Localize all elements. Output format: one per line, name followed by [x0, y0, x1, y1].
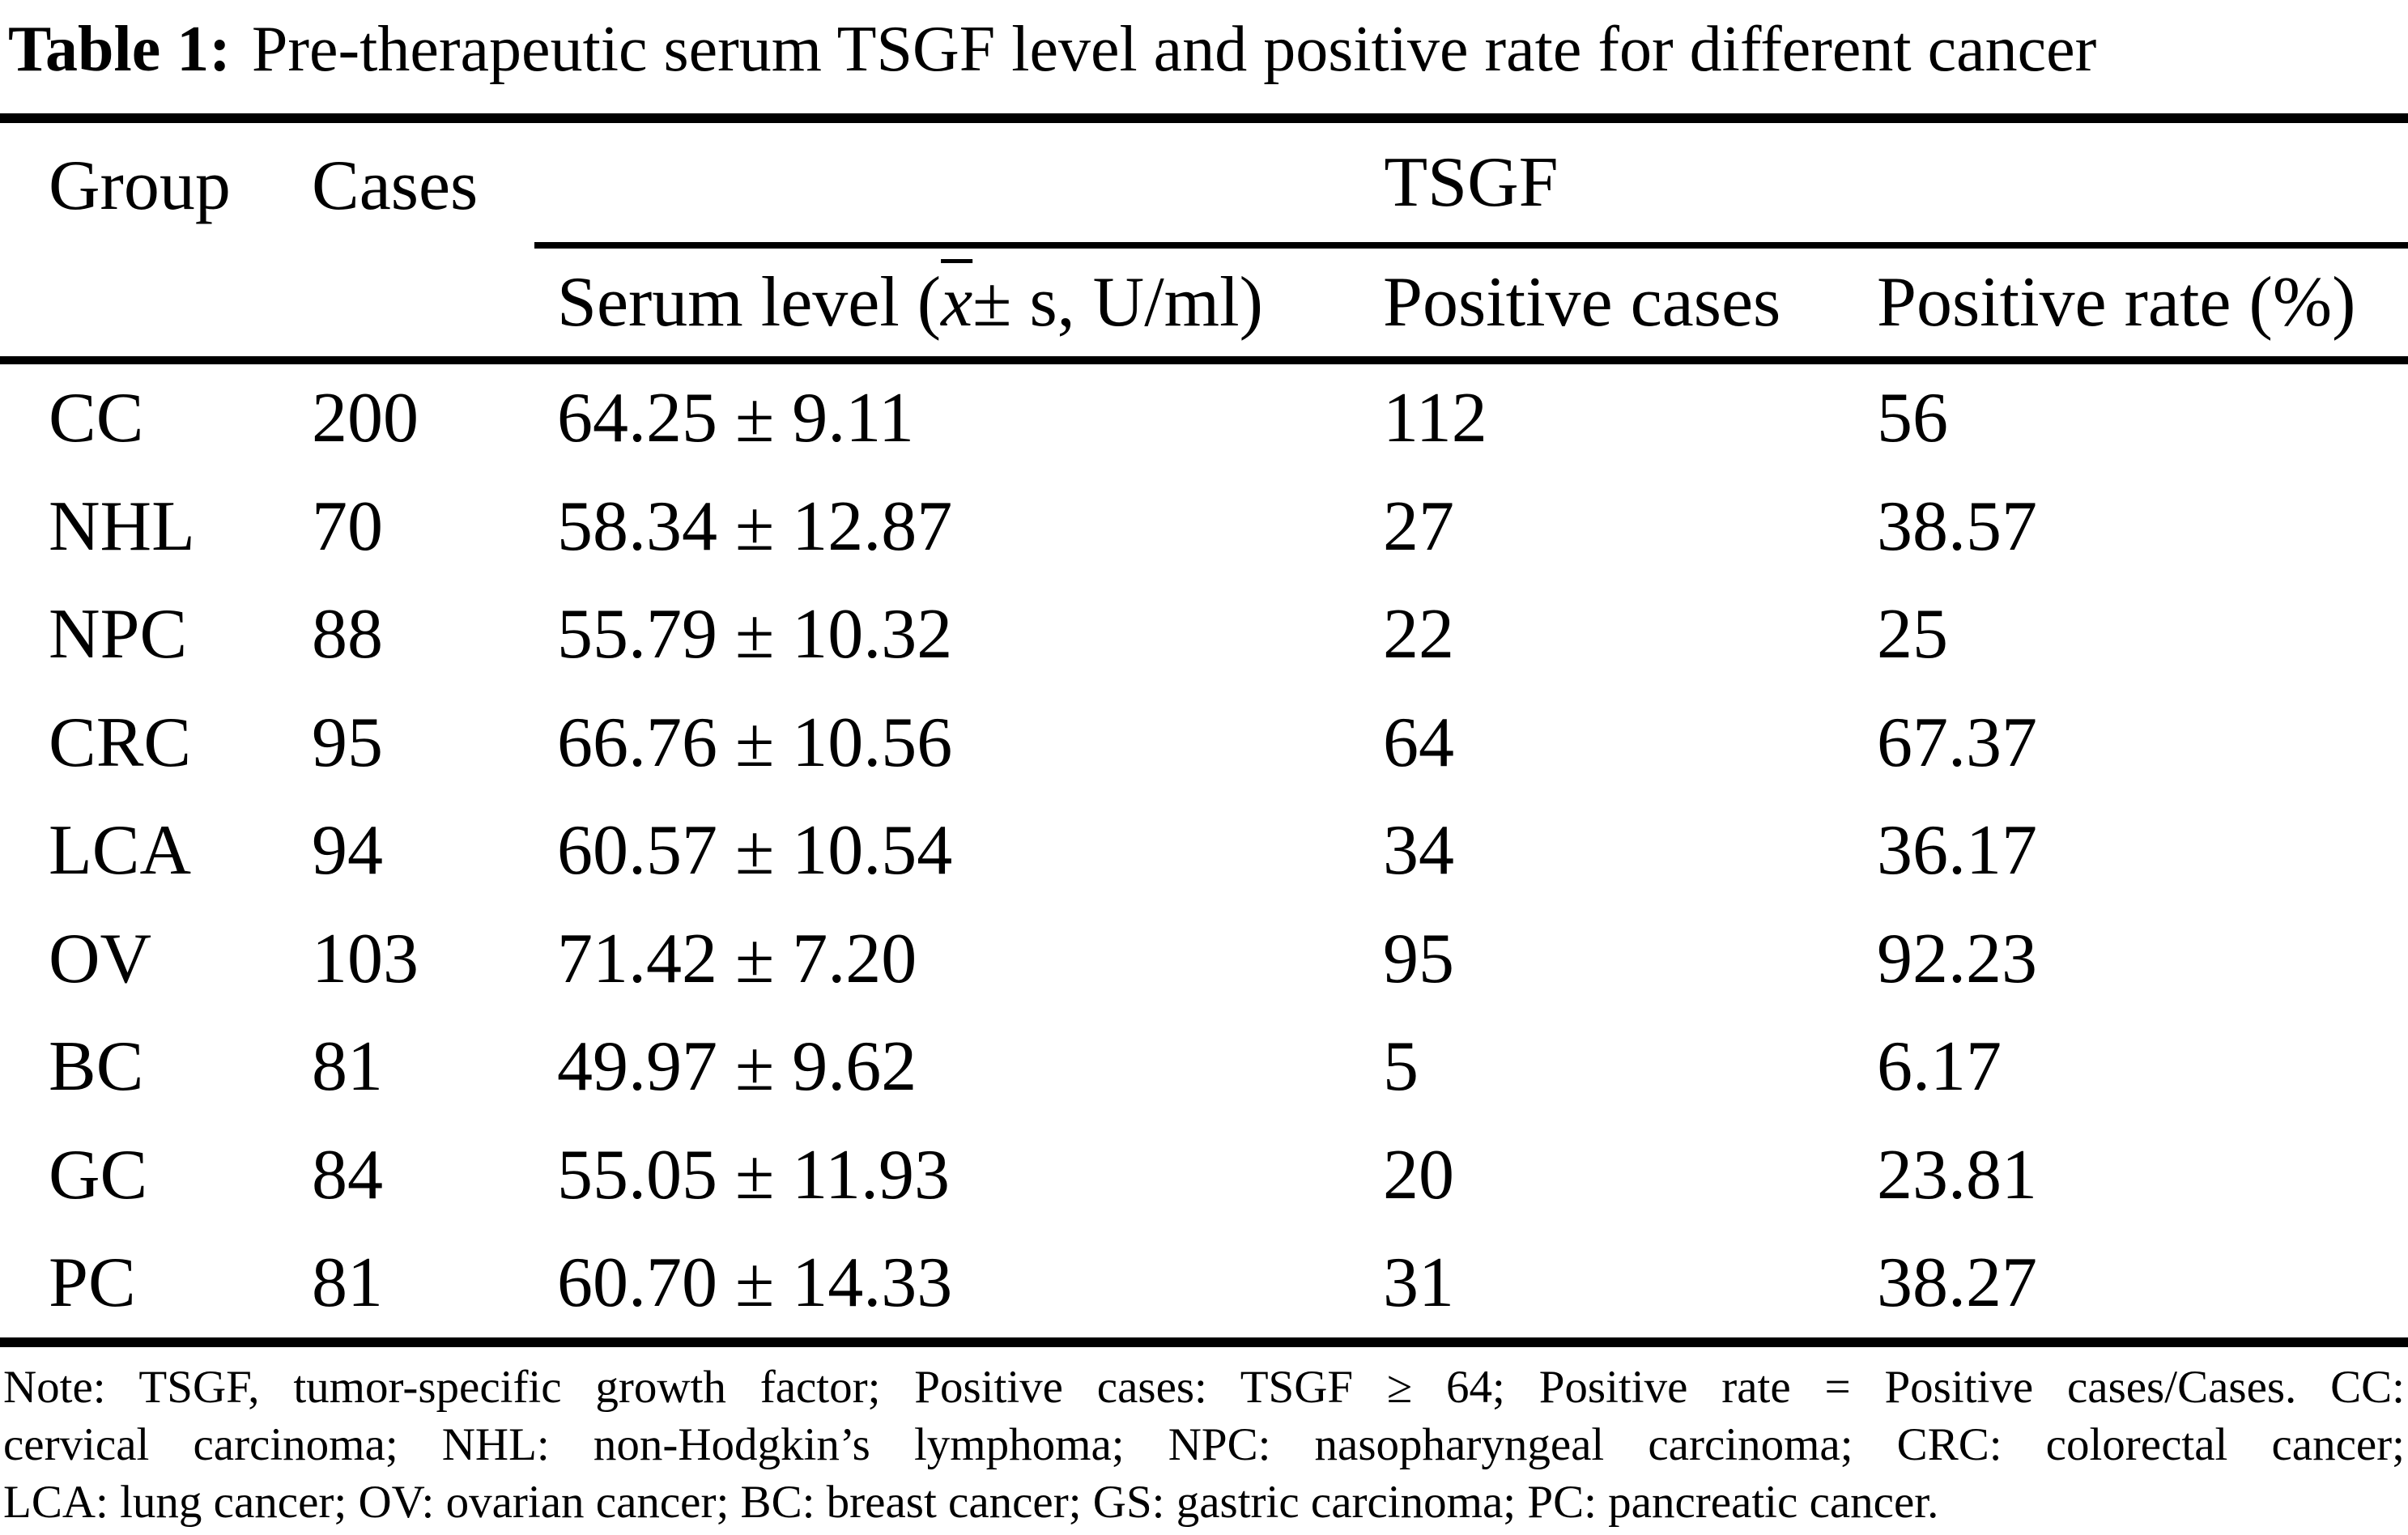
table-footnote: Note: TSGF, tumor-specific growth factor… [3, 1359, 2405, 1531]
cell-positive-rate: 36.17 [1877, 811, 2037, 891]
cell-cases: 88 [312, 595, 383, 674]
cell-group: PC [49, 1244, 136, 1323]
cell-group: NHL [49, 487, 195, 566]
data-table: Group Cases TSGF Serum level (x ± s, U/m… [0, 113, 2408, 1347]
cell-group: CRC [49, 703, 192, 782]
cell-serum-level: 55.79 ± 10.32 [557, 595, 953, 674]
cell-group: LCA [49, 811, 191, 891]
cell-cases: 84 [312, 1135, 383, 1214]
header-spacer [0, 249, 287, 364]
cell-group: BC [49, 1027, 144, 1107]
cell-cases: 70 [312, 487, 383, 566]
column-header-positive-cases: Positive cases [1360, 249, 1854, 364]
cell-group: CC [49, 379, 144, 458]
cell-serum-level: 55.05 ± 11.93 [557, 1135, 951, 1214]
cell-serum-level: 66.76 ± 10.56 [557, 703, 953, 782]
cell-serum-level: 71.42 ± 7.20 [557, 919, 917, 998]
cell-positive-cases: 5 [1383, 1027, 1419, 1107]
table-title: Table 1: Pre-therapeutic serum TSGF level… [8, 5, 2408, 94]
cell-positive-rate: 38.27 [1877, 1244, 2037, 1323]
footnote-line: Note: TSGF, tumor-specific growth factor… [3, 1362, 2405, 1413]
column-header-positive-rate: Positive rate (%) [1854, 249, 2408, 364]
cell-serum-level: 49.97 ± 9.62 [557, 1027, 917, 1107]
cell-positive-cases: 27 [1383, 487, 1454, 566]
cell-positive-cases: 22 [1383, 595, 1454, 674]
cell-cases: 103 [312, 919, 419, 998]
cell-positive-cases: 95 [1383, 919, 1454, 998]
cell-cases: 200 [312, 379, 419, 458]
cell-positive-rate: 23.81 [1877, 1135, 2037, 1214]
cell-positive-cases: 34 [1383, 811, 1454, 891]
column-header-group: Group [49, 147, 231, 225]
cell-positive-rate: 6.17 [1877, 1027, 2002, 1107]
cell-serum-level: 58.34 ± 12.87 [557, 487, 953, 566]
footnote-line: LCA: lung cancer; OV: ovarian cancer; BC… [3, 1477, 1939, 1528]
cell-cases: 95 [312, 703, 383, 782]
header-spacer [287, 249, 534, 364]
cell-serum-level: 60.57 ± 10.54 [557, 811, 953, 891]
column-header-tsgf: TSGF [534, 123, 2408, 249]
cell-positive-cases: 20 [1383, 1135, 1454, 1214]
cell-positive-rate: 67.37 [1877, 703, 2037, 782]
cell-serum-level: 64.25 ± 9.11 [557, 379, 915, 458]
column-header-cases: Cases [312, 147, 479, 225]
table-title-label: Table 1: [8, 14, 231, 85]
cell-positive-rate: 38.57 [1877, 487, 2037, 566]
cell-cases: 94 [312, 811, 383, 891]
cell-positive-cases: 112 [1383, 379, 1487, 458]
cell-positive-rate: 56 [1877, 379, 1948, 458]
x-bar-symbol: x [941, 263, 973, 342]
cell-cases: 81 [312, 1244, 383, 1323]
table-title-text: Pre-therapeutic serum TSGF level and pos… [251, 14, 2097, 85]
cell-positive-rate: 25 [1877, 595, 1948, 674]
cell-positive-cases: 64 [1383, 703, 1454, 782]
column-header-serum-level: Serum level (x ± s, U/ml) [534, 249, 1360, 364]
cell-group: OV [49, 919, 152, 998]
footnote-line: cervical carcinoma; NHL: non-Hodgkin’s l… [3, 1419, 2405, 1470]
cell-group: NPC [49, 595, 188, 674]
cell-cases: 81 [312, 1027, 383, 1107]
cell-group: GC [49, 1135, 148, 1214]
cell-serum-level: 60.70 ± 14.33 [557, 1244, 953, 1323]
cell-positive-rate: 92.23 [1877, 919, 2037, 998]
cell-positive-cases: 31 [1383, 1244, 1454, 1323]
